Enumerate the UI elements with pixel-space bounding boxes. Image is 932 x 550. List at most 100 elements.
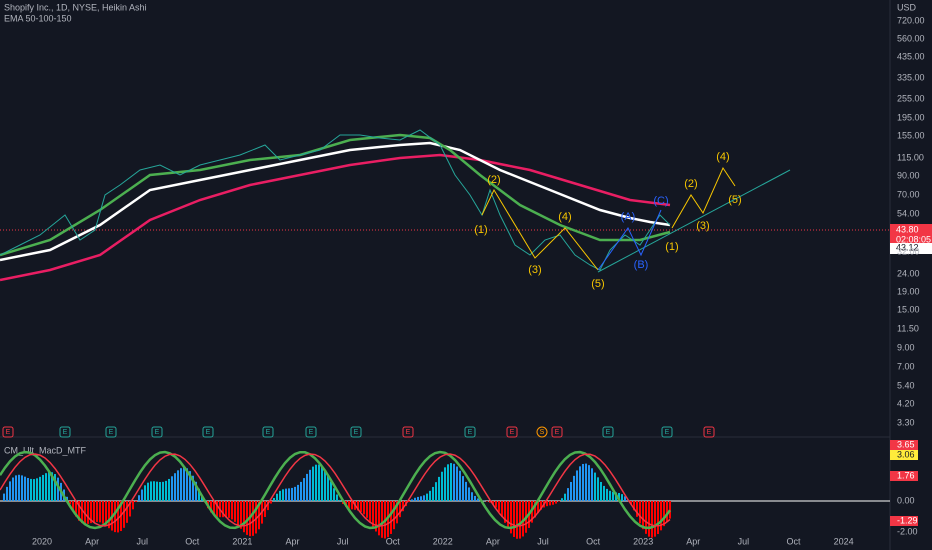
event-label: E: [6, 429, 11, 436]
hist-bar: [168, 478, 170, 501]
hist-bar: [234, 501, 236, 522]
event-label: E: [266, 429, 271, 436]
hist-bar: [66, 496, 68, 501]
hist-bar: [39, 476, 41, 501]
hist-bar: [108, 501, 110, 529]
hist-bar: [18, 474, 20, 501]
hist-bar: [273, 497, 275, 501]
hist-bar: [660, 501, 662, 531]
time-label: Oct: [185, 536, 200, 546]
hist-bar: [432, 486, 434, 501]
hist-bar: [81, 501, 83, 524]
price-label: 435.00: [897, 51, 925, 61]
event-badge: [202, 426, 214, 438]
hist-bar: [381, 501, 383, 538]
hist-bar: [465, 481, 467, 501]
wave-label: (B): [634, 259, 649, 271]
macd-label-box: [890, 516, 918, 526]
currency: USD: [897, 2, 917, 12]
event-badge: [262, 426, 274, 438]
price-label: 7.00: [897, 361, 915, 371]
hist-bar: [468, 487, 470, 501]
hist-bar: [267, 501, 269, 511]
price-label: 4.20: [897, 398, 915, 408]
hist-bar: [36, 478, 38, 501]
hist-bar: [285, 488, 287, 501]
indicator-name: EMA 50-100-150: [4, 13, 72, 23]
hist-bar: [159, 481, 161, 501]
price-label: 32.00: [897, 246, 920, 256]
hist-bar: [540, 501, 542, 510]
hist-bar: [222, 501, 224, 518]
hist-bar: [303, 478, 305, 501]
hist-bar: [315, 464, 317, 501]
hist-bar: [402, 501, 404, 512]
hist-bar: [246, 501, 248, 535]
hist-bar: [162, 481, 164, 501]
event-badge: [402, 426, 414, 438]
hist-bar: [84, 501, 86, 525]
wave-label: (2): [684, 178, 697, 190]
hist-bar: [165, 480, 167, 501]
hist-bar: [72, 501, 74, 511]
hist-bar: [135, 501, 137, 503]
hist-bar: [129, 501, 131, 517]
hist-bar: [306, 473, 308, 501]
macd-histogram: [3, 463, 671, 539]
hist-bar: [78, 501, 80, 521]
event-label: S: [540, 429, 545, 436]
hist-bar: [417, 496, 419, 501]
hist-bar: [600, 481, 602, 501]
hist-bar: [21, 475, 23, 501]
ema-100: [0, 141, 671, 262]
hist-bar: [228, 501, 230, 518]
hist-bar: [471, 492, 473, 501]
hist-bar: [549, 501, 551, 506]
hist-bar: [453, 463, 455, 501]
hist-bar: [633, 501, 635, 511]
hist-bar: [300, 481, 302, 501]
event-badge: [2, 426, 14, 438]
event-label: E: [206, 429, 211, 436]
hist-bar: [474, 495, 476, 501]
hist-bar: [186, 468, 188, 501]
hist-bar: [444, 467, 446, 501]
wave-label: (C): [653, 195, 668, 207]
event-label: E: [555, 429, 560, 436]
hist-bar: [624, 496, 626, 501]
hist-bar: [456, 466, 458, 501]
hist-bar: [330, 481, 332, 501]
time-label: Apr: [486, 536, 500, 546]
hist-bar: [375, 501, 377, 532]
wave-label: (5): [591, 278, 604, 290]
hist-bar: [558, 501, 560, 502]
hist-bar: [339, 499, 341, 501]
hist-bar: [669, 501, 671, 519]
hist-bar: [594, 472, 596, 501]
price-label: 720.00: [897, 15, 925, 25]
hist-bar: [6, 486, 8, 501]
correction-path: [597, 209, 662, 271]
ema-150: [0, 153, 671, 282]
hist-bar: [555, 501, 557, 504]
hist-bar: [105, 501, 107, 526]
hist-bar: [588, 465, 590, 501]
hist-bar: [243, 501, 245, 533]
macd-label: 1.76: [897, 470, 915, 480]
wave-label: (1): [474, 224, 487, 236]
hist-bar: [651, 501, 653, 538]
hist-bar: [57, 477, 59, 501]
event-label: E: [606, 429, 611, 436]
hist-bar: [132, 501, 134, 510]
hist-bar: [174, 473, 176, 501]
hist-bar: [321, 466, 323, 501]
hist-bar: [327, 475, 329, 501]
time-label: Oct: [586, 536, 601, 546]
price-label: 70.00: [897, 189, 920, 199]
hist-bar: [390, 501, 392, 534]
hist-bar: [42, 474, 44, 501]
hist-bar: [591, 468, 593, 501]
hist-bar: [126, 501, 128, 523]
hist-bar: [360, 501, 362, 512]
hist-bar: [663, 501, 665, 527]
